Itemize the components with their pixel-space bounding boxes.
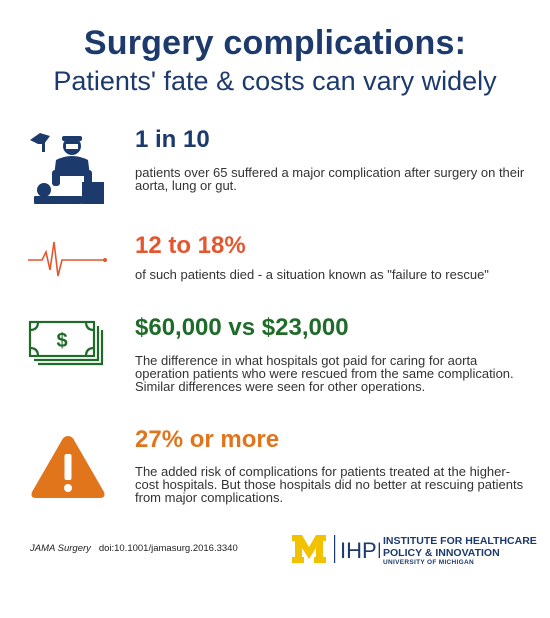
svg-text:$: $ [56,330,67,352]
page-title: Surgery complications: [83,24,467,62]
fact-text-4: The added risk of complications for pati… [135,464,524,505]
fact-stat-3: $60,000 vs $23,000 [135,314,349,341]
citation: JAMA Surgery doi:10.1001/jamasurg.2016.3… [30,543,238,554]
fact-text-3: The difference in what hospitals got pai… [135,353,514,394]
fact-stat-1: 1 in 10 [135,126,210,153]
warning-triangle-icon [31,436,105,498]
fact-text-1: patients over 65 suffered a major compli… [135,165,525,193]
logo-line-2: POLICY & INNOVATION [383,547,500,559]
journal-name: JAMA Surgery [30,543,91,554]
logo-line-1: INSTITUTE FOR HEALTHCARE [383,535,537,547]
surgeon-operating-icon [30,133,104,204]
fact-text-2: of such patients died - a situation know… [135,267,489,282]
fact-stat-4: 27% or more [135,426,280,453]
heartbeat-flatline-icon [28,241,107,277]
page-subtitle: Patients' fate & costs can vary widely [53,66,497,96]
doi-text: doi:10.1001/jamasurg.2016.3340 [98,543,238,554]
university-of-michigan-logo: IHPI [292,535,380,563]
logo-abbrev: IHPI [340,538,380,563]
money-bills-icon: $ [28,320,104,366]
fact-stat-2: 12 to 18% [135,232,246,259]
logo-line-3: UNIVERSITY OF MICHIGAN [383,559,474,566]
